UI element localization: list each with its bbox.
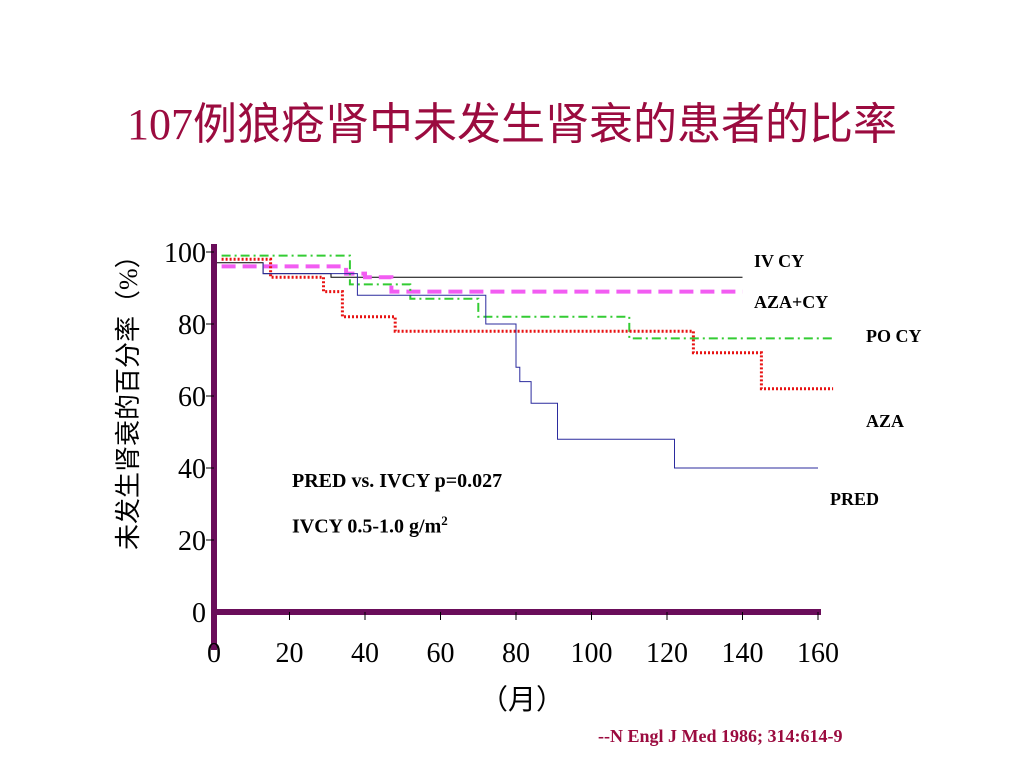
y-tick-label: 40: [178, 454, 206, 485]
series-line-aza-cy: [221, 264, 743, 294]
series-line-aza: [221, 257, 834, 391]
legend-label-pred: PRED: [830, 489, 879, 509]
series-line-pred: [262, 262, 818, 469]
x-tick-label: 20: [276, 638, 304, 669]
legend-label-aza: AZA: [866, 411, 904, 431]
x-tick-label: 40: [351, 638, 379, 669]
dose-exponent: 2: [441, 513, 448, 528]
y-tick-label: 20: [178, 526, 206, 557]
legend-label-iv-cy: IV CY: [754, 251, 804, 271]
y-tick-label: 80: [178, 310, 206, 341]
y-tick-label: 0: [192, 598, 206, 629]
x-tick-label: 140: [722, 638, 764, 669]
y-tick-label: 60: [178, 382, 206, 413]
tick-layer: 0 20 40 60 80 100 0 20 40 60 80 100 120 140 160: [164, 238, 839, 669]
x-tick-label: 100: [571, 638, 613, 669]
x-tick-label: 0: [207, 638, 221, 669]
p-value-annotation: PRED vs. IVCY p=0.027: [292, 470, 503, 492]
y-tick-label: 100: [164, 238, 206, 269]
series-layer: [214, 254, 834, 469]
citation: --N Engl J Med 1986; 314:614-9: [598, 726, 843, 746]
x-tick-label: 120: [646, 638, 688, 669]
x-axis-title: （月）: [480, 685, 565, 716]
x-tick-label: 80: [502, 638, 530, 669]
dose-annotation: IVCY 0.5-1.0 g/m2: [292, 513, 448, 539]
axis-layer: [211, 244, 821, 650]
legend-label-aza-cy: AZA+CY: [754, 292, 828, 312]
legend-layer: IV CY AZA+CY PO CY AZA PRED: [754, 251, 922, 509]
series-line-po-cy: [221, 254, 834, 340]
page-title: 107例狼疮肾中未发生肾衰的患者的比率: [127, 100, 897, 149]
legend-label-po-cy: PO CY: [866, 326, 922, 346]
x-tick-label: 160: [797, 638, 839, 669]
dose-text: IVCY 0.5-1.0 g/m: [292, 515, 442, 538]
x-tick-label: 60: [427, 638, 455, 669]
